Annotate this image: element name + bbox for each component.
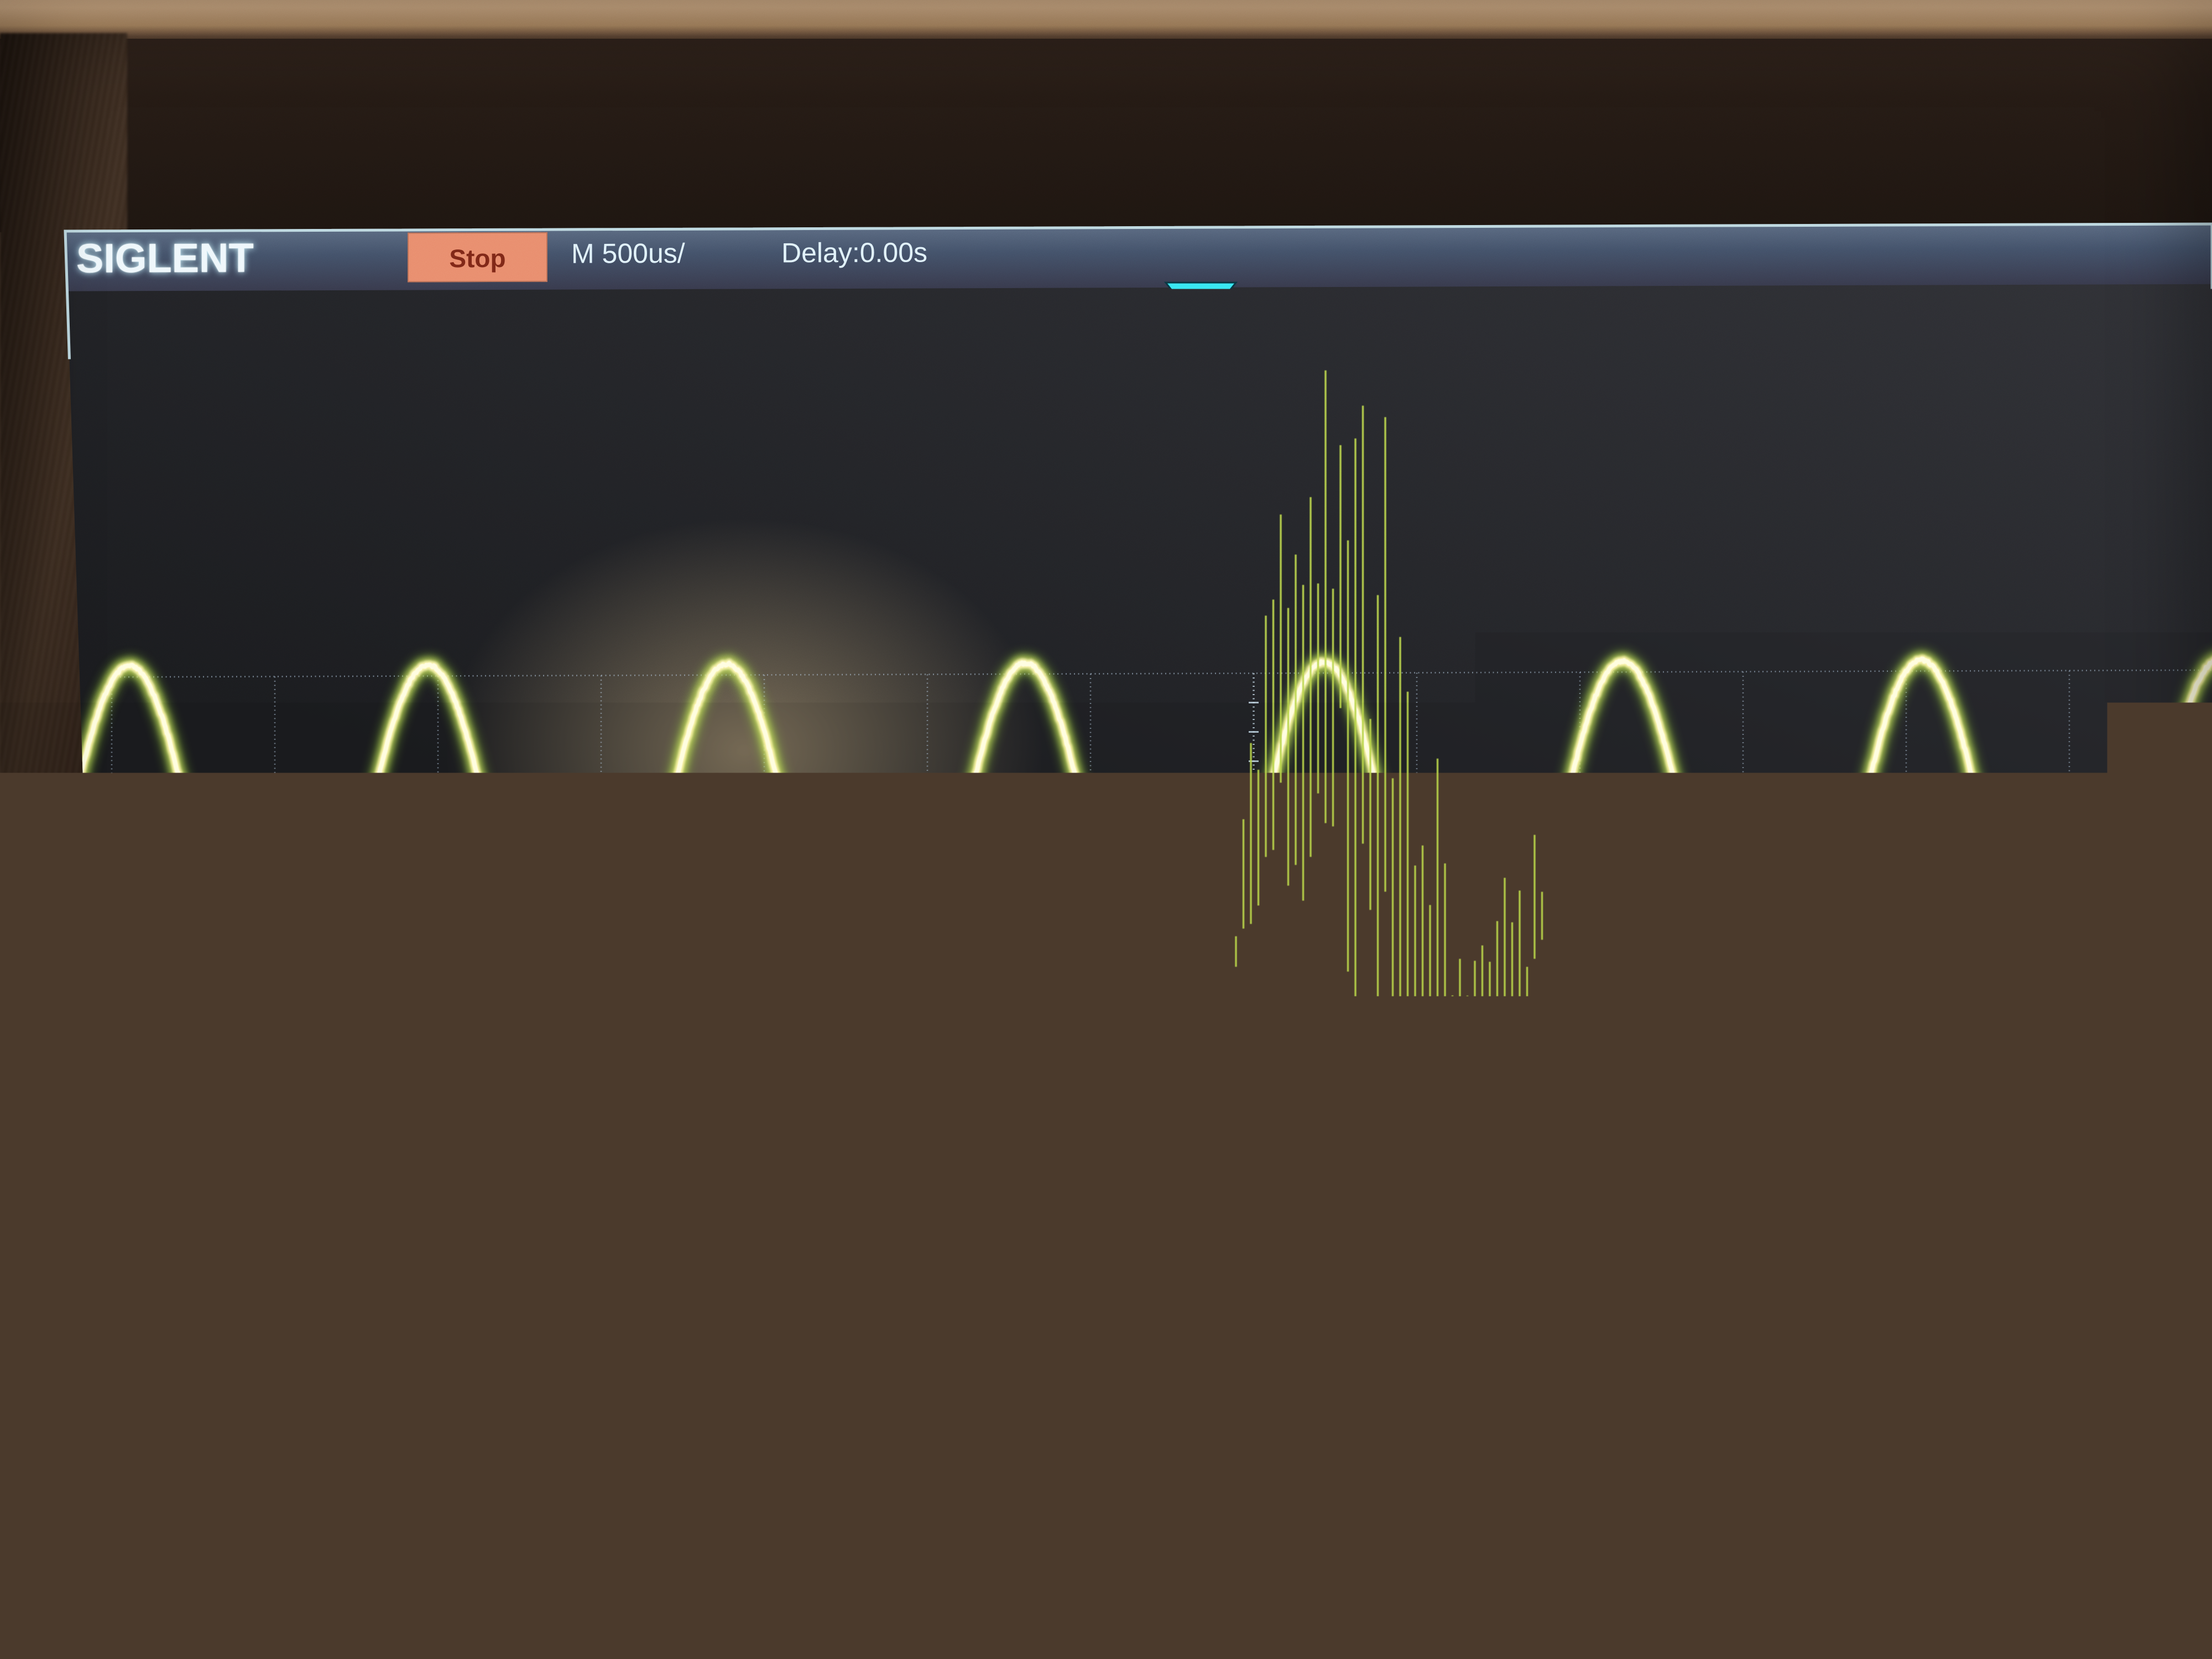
svg-text:1: 1	[64, 889, 74, 909]
